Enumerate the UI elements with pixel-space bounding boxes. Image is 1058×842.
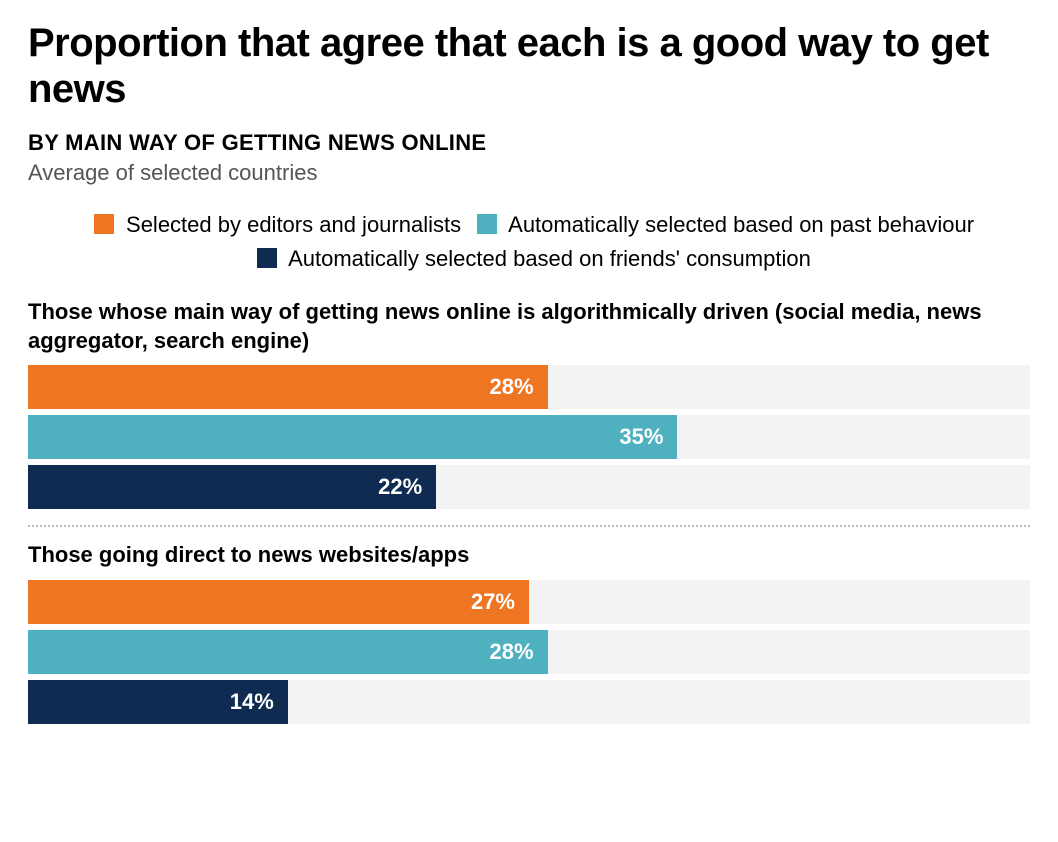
bar-row-friends: 22% — [28, 465, 1030, 509]
legend-item-editors: Selected by editors and journalists — [84, 212, 467, 237]
legend-item-friends: Automatically selected based on friends'… — [247, 246, 811, 271]
bar-fill-editors: 27% — [28, 580, 529, 624]
bar-value-label: 27% — [471, 589, 515, 615]
legend-label-past: Automatically selected based on past beh… — [508, 212, 974, 237]
bar-value-label: 35% — [619, 424, 663, 450]
legend-swatch-editors — [94, 214, 114, 234]
bar-row-editors: 28% — [28, 365, 1030, 409]
legend-item-past: Automatically selected based on past beh… — [467, 212, 974, 237]
chart-subtitle: BY MAIN WAY OF GETTING NEWS ONLINE — [28, 130, 1030, 156]
group-label: Those going direct to news websites/apps — [28, 541, 1030, 570]
legend-label-friends: Automatically selected based on friends'… — [288, 246, 811, 271]
bar-fill-editors: 28% — [28, 365, 548, 409]
legend: Selected by editors and journalists Auto… — [69, 208, 989, 276]
legend-swatch-past — [477, 214, 497, 234]
group-separator — [28, 525, 1030, 527]
bar-fill-past: 28% — [28, 630, 548, 674]
chart-area: Those whose main way of getting news onl… — [28, 298, 1030, 724]
bar-value-label: 22% — [378, 474, 422, 500]
bar-fill-friends: 22% — [28, 465, 436, 509]
bar-row-friends: 14% — [28, 680, 1030, 724]
legend-swatch-friends — [257, 248, 277, 268]
bar-fill-past: 35% — [28, 415, 677, 459]
chart-title: Proportion that agree that each is a goo… — [28, 20, 1030, 112]
group-label: Those whose main way of getting news onl… — [28, 298, 1030, 355]
bar-row-past: 35% — [28, 415, 1030, 459]
bar-row-editors: 27% — [28, 580, 1030, 624]
bar-value-label: 28% — [490, 374, 534, 400]
bar-value-label: 14% — [230, 689, 274, 715]
legend-label-editors: Selected by editors and journalists — [126, 212, 461, 237]
bar-row-past: 28% — [28, 630, 1030, 674]
bar-fill-friends: 14% — [28, 680, 288, 724]
bar-value-label: 28% — [490, 639, 534, 665]
chart-caption: Average of selected countries — [28, 160, 1030, 186]
